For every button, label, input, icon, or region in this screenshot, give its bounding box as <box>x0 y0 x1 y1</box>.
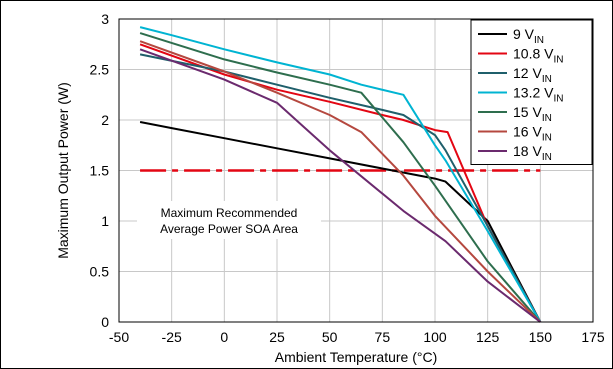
x-axis-title: Ambient Temperature (°C) <box>275 349 438 365</box>
y-tick-label: 0 <box>101 314 109 330</box>
annotation-background <box>137 201 321 239</box>
annotation-line-1: Maximum Recommended <box>161 206 298 220</box>
y-tick-label: 2 <box>101 112 109 128</box>
series-lines <box>139 26 542 323</box>
y-tick-label: 1.5 <box>90 163 110 179</box>
series-line-5 <box>139 32 542 323</box>
y-tick-label: 2.5 <box>90 62 110 78</box>
x-tick-labels: -50 -25 0 25 50 75 100 125 150 175 <box>109 329 605 345</box>
series-line-6 <box>139 40 541 323</box>
legend-label-subscript: IN <box>534 35 544 46</box>
y-axis-title: Maximum Output Power (W) <box>55 82 71 259</box>
annotation-box: Maximum Recommended Average Power SOA Ar… <box>137 201 321 239</box>
x-tick-label: 0 <box>220 329 228 345</box>
x-tick-label: -50 <box>109 329 129 345</box>
legend-label-subscript: IN <box>542 152 552 163</box>
legend-label-subscript: IN <box>542 74 552 85</box>
x-tick-label: 25 <box>269 329 285 345</box>
y-tick-labels: 0 0.5 1 1.5 2 2.5 3 <box>90 11 110 330</box>
x-tick-label: 100 <box>423 329 447 345</box>
y-tick-label: 1 <box>101 213 109 229</box>
series-line-3 <box>139 53 542 323</box>
y-tick-label: 3 <box>101 11 109 27</box>
series-line-7 <box>139 48 541 323</box>
y-tick-label: 0.5 <box>90 264 110 280</box>
legend-label-subscript: IN <box>553 94 563 105</box>
legend-label-subscript: IN <box>542 133 552 144</box>
plot-area-border <box>118 18 594 323</box>
x-tick-label: 175 <box>581 329 605 345</box>
legend-label-subscript: IN <box>542 113 552 124</box>
legend-label-subscript: IN <box>553 55 563 66</box>
x-tick-label: 150 <box>529 329 553 345</box>
legend-label: 13.2 VIN <box>513 85 563 105</box>
x-tick-label: -25 <box>162 329 182 345</box>
legend-label: 10.8 VIN <box>513 46 563 66</box>
x-tick-label: 75 <box>375 329 391 345</box>
annotation-line-2: Average Power SOA Area <box>160 222 298 236</box>
x-tick-label: 125 <box>476 329 500 345</box>
series-line-4 <box>139 26 542 323</box>
series-line-1 <box>139 121 542 323</box>
x-tick-label: 50 <box>322 329 338 345</box>
